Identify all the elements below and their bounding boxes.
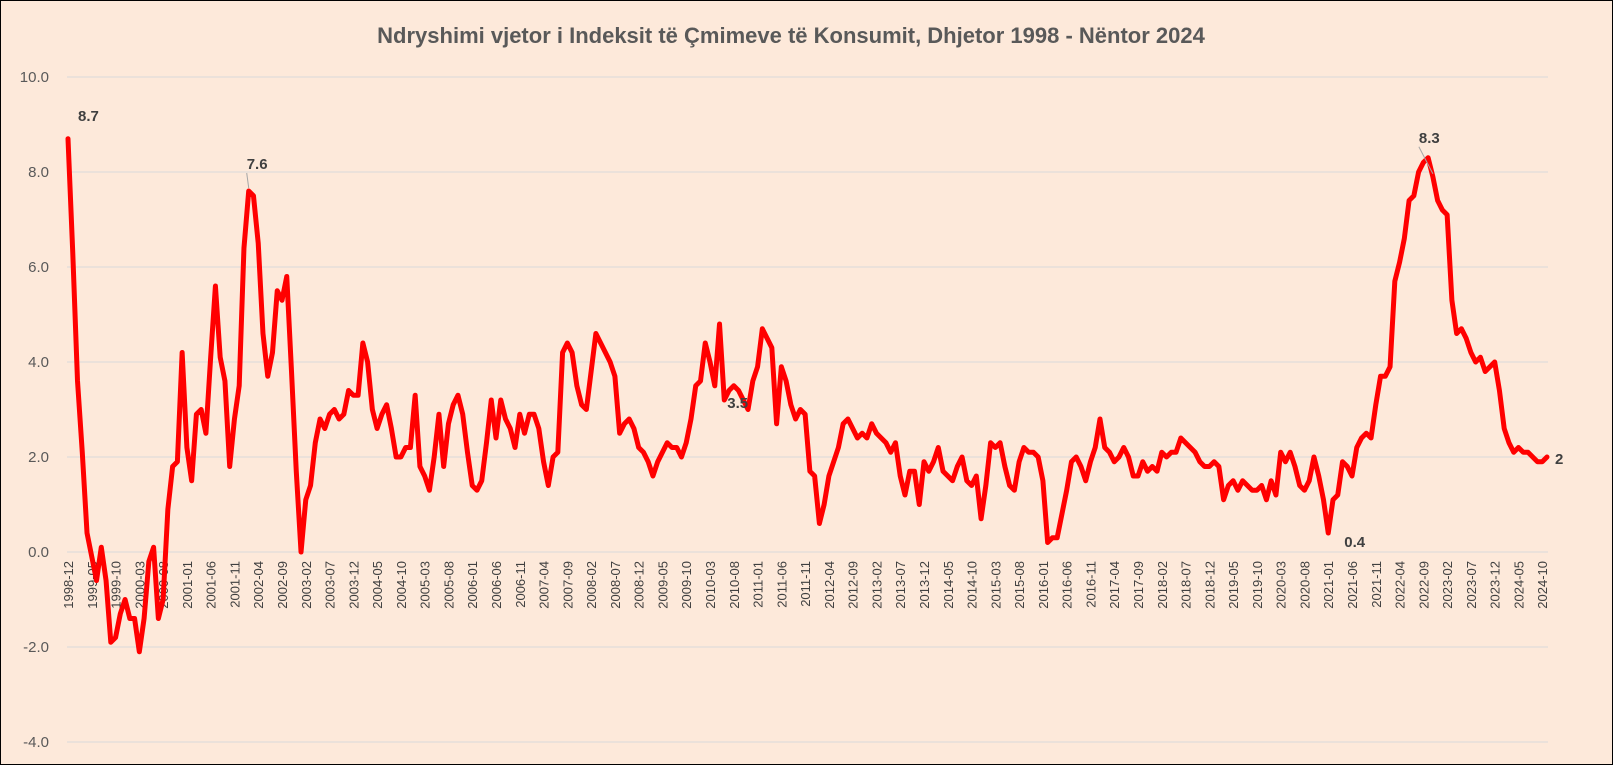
x-tick-label: 2001-01 <box>180 561 195 609</box>
x-tick-label: 2022-09 <box>1416 561 1431 609</box>
x-tick-label: 2001-06 <box>204 561 219 609</box>
x-tick-label: 2003-07 <box>323 561 338 609</box>
x-tick-label: 2024-05 <box>1511 561 1526 609</box>
x-tick-label: 2019-05 <box>1226 561 1241 609</box>
x-tick-label: 2023-07 <box>1464 561 1479 609</box>
x-tick-label: 2002-04 <box>251 561 266 609</box>
x-tick-label: 2003-12 <box>346 561 361 609</box>
y-tick-label: 4.0 <box>28 354 49 371</box>
data-label: 8.7 <box>78 108 99 125</box>
x-tick-label: 2006-11 <box>513 561 528 608</box>
x-tick-label: 2014-05 <box>941 561 956 609</box>
x-tick-label: 2019-10 <box>1250 561 1265 609</box>
annotation-leader <box>1418 146 1434 174</box>
x-tick-label: 2020-08 <box>1297 561 1312 609</box>
x-tick-label: 2020-03 <box>1274 561 1289 609</box>
x-tick-label: 2006-06 <box>489 561 504 609</box>
x-tick-label: 2011-06 <box>774 561 789 608</box>
x-tick-label: 2015-03 <box>988 561 1003 609</box>
x-tick-label: 2001-11 <box>227 561 242 608</box>
data-label: 8.3 <box>1419 130 1440 147</box>
y-axis-ticks: -4.0 -2.0 0.0 2.0 4.0 6.0 8.0 10.0 <box>20 69 49 751</box>
y-tick-label: 0.0 <box>28 544 49 561</box>
y-tick-label: 10.0 <box>20 69 49 86</box>
x-tick-label: 2014-10 <box>965 561 980 609</box>
x-tick-label: 2011-01 <box>751 561 766 608</box>
annotation-layer: 8.7 7.6 3.5 0.4 8.3 2 <box>78 108 1563 551</box>
annotation-leader <box>246 172 250 189</box>
data-label: 0.4 <box>1344 534 1366 551</box>
series-layer <box>65 136 1550 655</box>
x-tick-label: 2013-07 <box>893 561 908 609</box>
x-tick-label: 2012-04 <box>822 561 837 609</box>
x-tick-label: 2021-01 <box>1321 561 1336 609</box>
x-tick-label: 2015-08 <box>1012 561 1027 609</box>
x-tick-label: 1998-12 <box>61 561 76 609</box>
x-tick-label: 2007-04 <box>537 561 552 609</box>
x-tick-label: 2022-04 <box>1393 561 1408 609</box>
x-tick-label: 2010-08 <box>727 561 742 609</box>
x-tick-label: 2008-07 <box>608 561 623 609</box>
x-tick-label: 2013-02 <box>869 561 884 609</box>
x-tick-label: 2023-02 <box>1440 561 1455 609</box>
x-tick-label: 2003-02 <box>299 561 314 609</box>
y-tick-label: 8.0 <box>28 164 49 181</box>
data-label: 2 <box>1555 451 1563 468</box>
x-tick-label: 2002-09 <box>275 561 290 609</box>
x-tick-label: 2017-04 <box>1107 561 1122 609</box>
x-tick-label: 2007-09 <box>560 561 575 609</box>
x-tick-label: 2013-12 <box>917 561 932 609</box>
cpi-series-line <box>65 136 1550 655</box>
x-tick-label: 2021-06 <box>1345 561 1360 609</box>
x-tick-label: 2017-09 <box>1131 561 1146 609</box>
x-tick-label: 2018-07 <box>1179 561 1194 609</box>
x-tick-label: 2012-09 <box>846 561 861 609</box>
x-axis-ticks: 1998-12 1999-05 1999-10 2000-03 2000-08 2001-… <box>61 561 1550 609</box>
x-tick-label: 2016-01 <box>1036 561 1051 609</box>
x-tick-label: 2004-10 <box>394 561 409 609</box>
chart-title: Ndryshimi vjetor i Indeksit të Çmimeve t… <box>377 23 1205 48</box>
y-tick-label: -2.0 <box>23 639 49 656</box>
grid-layer <box>67 76 1548 743</box>
x-tick-label: 2009-05 <box>655 561 670 609</box>
data-label: 3.5 <box>727 395 748 412</box>
y-tick-label: 6.0 <box>28 259 49 276</box>
x-tick-label: 2005-03 <box>418 561 433 609</box>
x-tick-label: 2016-06 <box>1060 561 1075 609</box>
x-tick-label: 2006-01 <box>465 561 480 609</box>
data-label: 7.6 <box>247 156 268 173</box>
x-tick-label: 2018-12 <box>1202 561 1217 609</box>
x-tick-label: 2010-03 <box>703 561 718 609</box>
x-tick-label: 1999-10 <box>109 561 124 609</box>
x-tick-label: 2008-02 <box>584 561 599 609</box>
x-tick-label: 2021-11 <box>1369 561 1384 608</box>
x-tick-label: 2008-12 <box>632 561 647 609</box>
x-tick-label: 2018-02 <box>1155 561 1170 609</box>
y-tick-label: 2.0 <box>28 449 49 466</box>
x-tick-label: 2024-10 <box>1535 561 1550 609</box>
x-tick-label: 2005-08 <box>441 561 456 609</box>
x-tick-label: 2011-11 <box>798 561 813 607</box>
x-tick-label: 2009-10 <box>679 561 694 609</box>
x-tick-label: 2004-05 <box>370 561 385 609</box>
x-tick-label: 2016-11 <box>1083 561 1098 608</box>
x-tick-label: 2023-12 <box>1488 561 1503 609</box>
y-tick-label: -4.0 <box>23 734 49 751</box>
